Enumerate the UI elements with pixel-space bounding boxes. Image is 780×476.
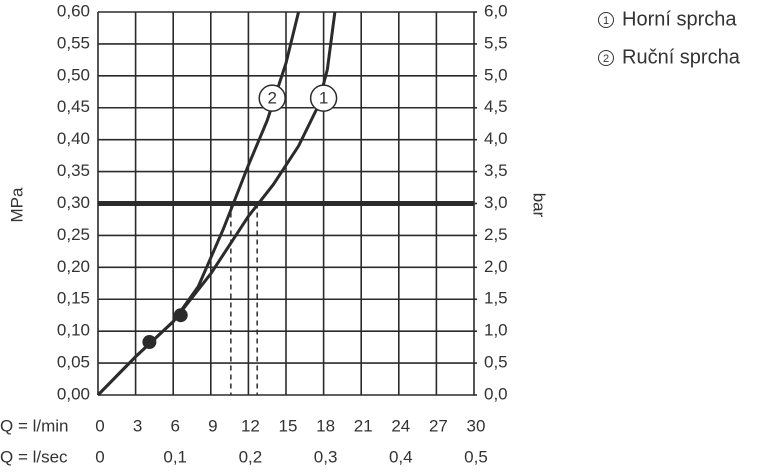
x-tick-label: 6 — [170, 416, 179, 435]
legend-entry: Ruční sprcha — [622, 46, 741, 68]
y2-tick-label: 2,5 — [484, 225, 508, 244]
y-tick-label: 0,45 — [57, 97, 90, 116]
legend-number: 1 — [603, 15, 609, 27]
x-tick-label: 24 — [391, 416, 410, 435]
y2-tick-label: 0,5 — [484, 353, 508, 372]
y2-tick-label: 4,0 — [484, 129, 508, 148]
x-tick-label: 18 — [316, 416, 335, 435]
x-tick-label: 0 — [95, 416, 104, 435]
curve-label: 2 — [267, 89, 276, 108]
y-tick-label: 0,20 — [57, 257, 90, 276]
legend-symbol — [598, 12, 614, 28]
y-tick-label: 0,60 — [57, 1, 90, 20]
y-tick-label: 0,05 — [57, 353, 90, 372]
y-tick-label: 0,15 — [57, 289, 90, 308]
x2-tick-label: 0,4 — [389, 447, 413, 466]
curve-label: 1 — [319, 89, 328, 108]
y2-tick-label: 6,0 — [484, 1, 508, 20]
x-tick-label: 12 — [241, 416, 260, 435]
x2-axis-label: Q = l/sec — [0, 447, 68, 466]
y2-tick-label: 2,0 — [484, 257, 508, 276]
x2-tick-label: 0,2 — [239, 447, 263, 466]
y-tick-label: 0,40 — [57, 129, 90, 148]
y2-tick-label: 4,5 — [484, 97, 508, 116]
x-tick-label: 30 — [467, 416, 486, 435]
x-tick-label: 15 — [279, 416, 298, 435]
curve-label-circle — [309, 84, 338, 112]
y2-tick-label: 3,0 — [484, 193, 508, 212]
marker — [142, 335, 157, 350]
x2-tick-label: 0,1 — [163, 447, 187, 466]
y-tick-label: 0,00 — [57, 384, 90, 403]
y-tick-label: 0,50 — [57, 65, 90, 84]
y2-tick-label: 5,5 — [484, 33, 508, 52]
x-tick-label: 27 — [429, 416, 448, 435]
x-tick-label: 21 — [354, 416, 373, 435]
curve-label-circle — [258, 84, 286, 112]
x-axis-label: Q = l/min — [0, 416, 69, 435]
marker — [173, 308, 188, 323]
y-tick-label: 0,55 — [57, 33, 90, 52]
y-tick-label: 0,10 — [57, 321, 90, 340]
y-tick-label: 0,30 — [57, 193, 90, 212]
legend-symbol — [598, 50, 614, 66]
x-tick-label: 9 — [208, 416, 217, 435]
legend-entry: Horní sprcha — [622, 8, 737, 30]
y2-tick-label: 5,0 — [484, 65, 508, 84]
y2-axis-label: bar — [530, 193, 549, 218]
y-tick-label: 0,35 — [57, 161, 90, 180]
x2-tick-label: 0 — [95, 447, 104, 466]
y-tick-label: 0,25 — [57, 225, 90, 244]
x-tick-label: 3 — [133, 416, 142, 435]
x2-tick-label: 0,3 — [314, 447, 338, 466]
y2-tick-label: 1,0 — [484, 321, 508, 340]
legend-number: 2 — [603, 53, 609, 65]
y2-tick-label: 0,0 — [484, 384, 508, 403]
y2-tick-label: 3,5 — [484, 161, 508, 180]
y2-tick-label: 1,5 — [484, 289, 508, 308]
x2-tick-label: 0,5 — [464, 447, 488, 466]
y-axis-label: MPa — [7, 187, 26, 223]
